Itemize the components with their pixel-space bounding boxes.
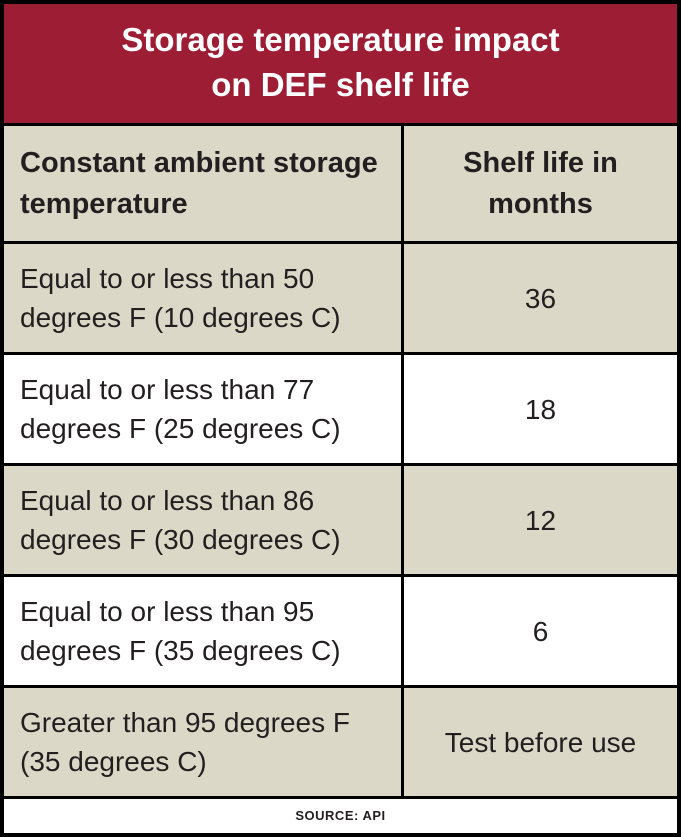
shelf-life-cell: Test before use [444,726,637,758]
table-row: Equal to or less than 95 degrees F (35 d… [4,577,677,689]
temperature-cell: Greater than 95 degrees F (35 degrees C) [4,688,404,797]
temperature-cell: Equal to or less than 50 degrees F (10 d… [4,244,404,353]
shelf-life-cell: 18 [524,393,557,425]
table-row: Equal to or less than 77 degrees F (25 d… [4,355,677,467]
temperature-cell: Equal to or less than 95 degrees F (35 d… [4,577,404,686]
title-line-2: on DEF shelf life [211,65,470,103]
table-row: Equal to or less than 50 degrees F (10 d… [4,244,677,356]
shelf-life-cell: 12 [524,504,557,536]
page-title: Storage temperature impact on DEF shelf … [4,4,677,127]
temperature-cell: Equal to or less than 77 degrees F (25 d… [4,355,404,464]
title-line-1: Storage temperature impact [121,21,560,58]
table-row: Greater than 95 degrees F (35 degrees C)… [4,688,677,800]
source-note: SOURCE: API [4,799,677,834]
table-row: Equal to or less than 86 degrees F (30 d… [4,466,677,578]
shelf-life-cell: 36 [524,282,557,314]
table-header-row: Constant ambient storage temperature She… [4,126,677,245]
shelf-life-cell: 6 [532,615,549,647]
column-header-temperature: Constant ambient storage temperature [4,126,404,242]
column-header-shelf-life: Shelf life in months [463,147,618,220]
temperature-cell: Equal to or less than 86 degrees F (30 d… [4,466,404,575]
